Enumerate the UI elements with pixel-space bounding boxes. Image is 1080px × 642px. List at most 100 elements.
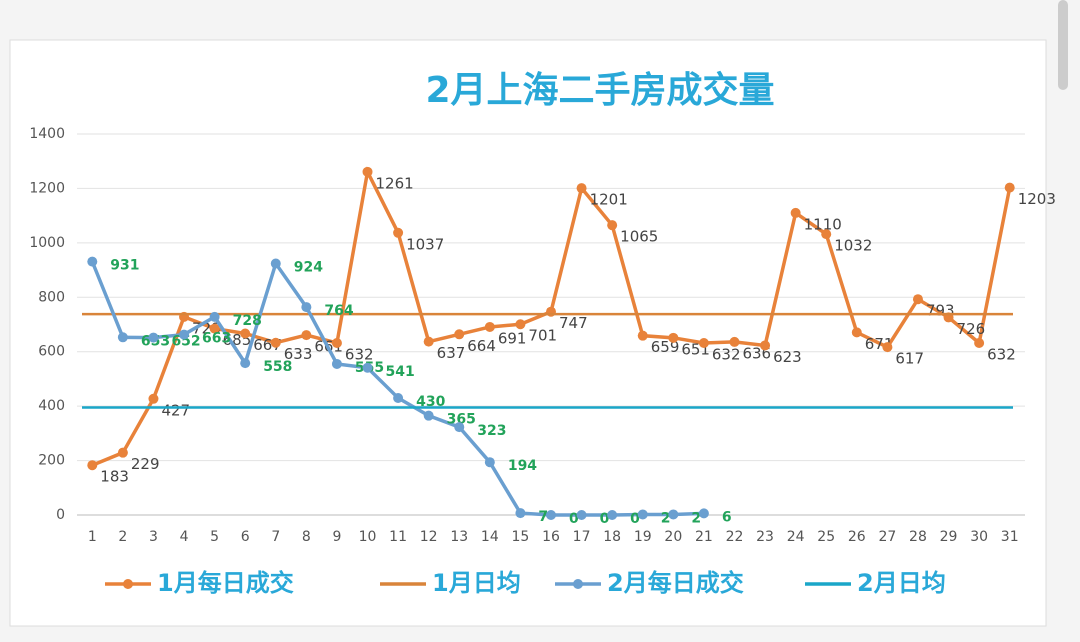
x-tick-label: 14 <box>481 529 499 545</box>
data-label: 0 <box>569 511 579 527</box>
data-label: 691 <box>498 329 527 347</box>
legend-label: 1月每日成交 <box>157 569 294 597</box>
data-label: 747 <box>559 314 588 332</box>
data-point <box>87 256 98 267</box>
data-point <box>301 330 312 341</box>
data-point <box>393 227 404 238</box>
data-point <box>484 457 495 468</box>
data-point <box>331 358 342 369</box>
scrollbar <box>1058 0 1068 90</box>
x-tick-label: 19 <box>634 529 652 545</box>
data-point <box>668 332 679 343</box>
data-point <box>331 338 342 349</box>
data-label: 764 <box>324 303 353 319</box>
x-tick-label: 23 <box>756 529 774 545</box>
x-tick-label: 29 <box>940 529 958 545</box>
data-label: 663 <box>202 331 231 347</box>
data-point <box>209 311 220 322</box>
x-tick-label: 21 <box>695 529 713 545</box>
data-point <box>393 392 404 403</box>
data-point <box>270 337 281 348</box>
x-tick-label: 18 <box>603 529 621 545</box>
data-point <box>546 510 556 520</box>
data-point <box>576 183 587 194</box>
data-label: 1110 <box>804 215 842 233</box>
data-label: 1065 <box>620 228 658 246</box>
x-tick-label: 16 <box>542 529 560 545</box>
x-tick-label: 30 <box>970 529 988 545</box>
x-tick-label: 1 <box>88 529 97 545</box>
data-label: 229 <box>131 455 160 473</box>
data-label: 7 <box>538 509 548 525</box>
legend-label: 2月日均 <box>857 569 946 597</box>
y-tick-label: 600 <box>38 344 65 360</box>
legend-marker <box>573 579 583 589</box>
data-point <box>117 332 128 343</box>
data-label: 194 <box>508 458 537 474</box>
data-label: 726 <box>957 320 986 338</box>
data-point <box>454 422 465 433</box>
x-tick-label: 11 <box>389 529 407 545</box>
data-point <box>576 510 587 520</box>
data-label: 1203 <box>1018 190 1056 208</box>
y-tick-label: 400 <box>38 398 65 414</box>
data-point <box>515 319 526 330</box>
data-point <box>821 229 832 240</box>
x-tick-label: 15 <box>512 529 530 545</box>
x-tick-label: 25 <box>817 529 835 545</box>
x-tick-label: 13 <box>450 529 468 545</box>
x-tick-label: 3 <box>149 529 158 545</box>
data-label: 558 <box>263 359 292 375</box>
x-tick-label: 2 <box>118 529 127 545</box>
data-point <box>240 328 251 339</box>
x-tick-label: 22 <box>726 529 744 545</box>
data-label: 6 <box>722 509 732 525</box>
data-label: 541 <box>386 364 415 380</box>
data-point <box>87 460 98 471</box>
data-label: 701 <box>528 327 557 345</box>
x-tick-label: 24 <box>787 529 805 545</box>
data-point <box>698 338 709 349</box>
data-point <box>148 332 159 343</box>
x-tick-label: 8 <box>302 529 311 545</box>
y-tick-label: 1400 <box>29 126 65 142</box>
data-point <box>729 336 740 347</box>
data-point <box>270 258 281 269</box>
x-tick-label: 10 <box>359 529 377 545</box>
x-tick-label: 7 <box>271 529 280 545</box>
data-point <box>423 336 434 347</box>
x-tick-label: 27 <box>878 529 896 545</box>
data-label: 323 <box>477 423 506 439</box>
data-label: 632 <box>712 346 741 364</box>
x-tick-label: 31 <box>1001 529 1019 545</box>
data-label: 931 <box>110 258 139 274</box>
y-tick-label: 200 <box>38 453 65 469</box>
data-label: 2 <box>691 510 701 526</box>
x-tick-label: 12 <box>420 529 438 545</box>
data-label: 365 <box>447 412 476 428</box>
data-point <box>668 509 679 520</box>
data-point <box>912 294 923 305</box>
data-point <box>637 509 648 520</box>
data-point <box>209 323 220 334</box>
data-point <box>179 329 190 340</box>
x-tick-label: 6 <box>241 529 250 545</box>
x-tick-label: 28 <box>909 529 927 545</box>
data-label: 632 <box>345 346 374 364</box>
data-label: 728 <box>233 313 262 329</box>
x-tick-label: 26 <box>848 529 866 545</box>
y-tick-label: 0 <box>56 507 65 523</box>
legend-label: 2月每日成交 <box>607 569 744 597</box>
x-tick-label: 20 <box>664 529 682 545</box>
data-point <box>607 510 618 520</box>
data-point <box>515 508 526 519</box>
data-point <box>760 340 771 351</box>
data-point <box>790 207 801 218</box>
data-point <box>362 362 373 373</box>
data-label: 1201 <box>590 191 628 209</box>
data-label: 632 <box>987 346 1016 364</box>
data-label: 0 <box>600 511 610 527</box>
chart-title: 2月上海二手房成交量 <box>425 69 774 111</box>
data-label: 633 <box>284 345 313 363</box>
data-label: 664 <box>467 337 496 355</box>
